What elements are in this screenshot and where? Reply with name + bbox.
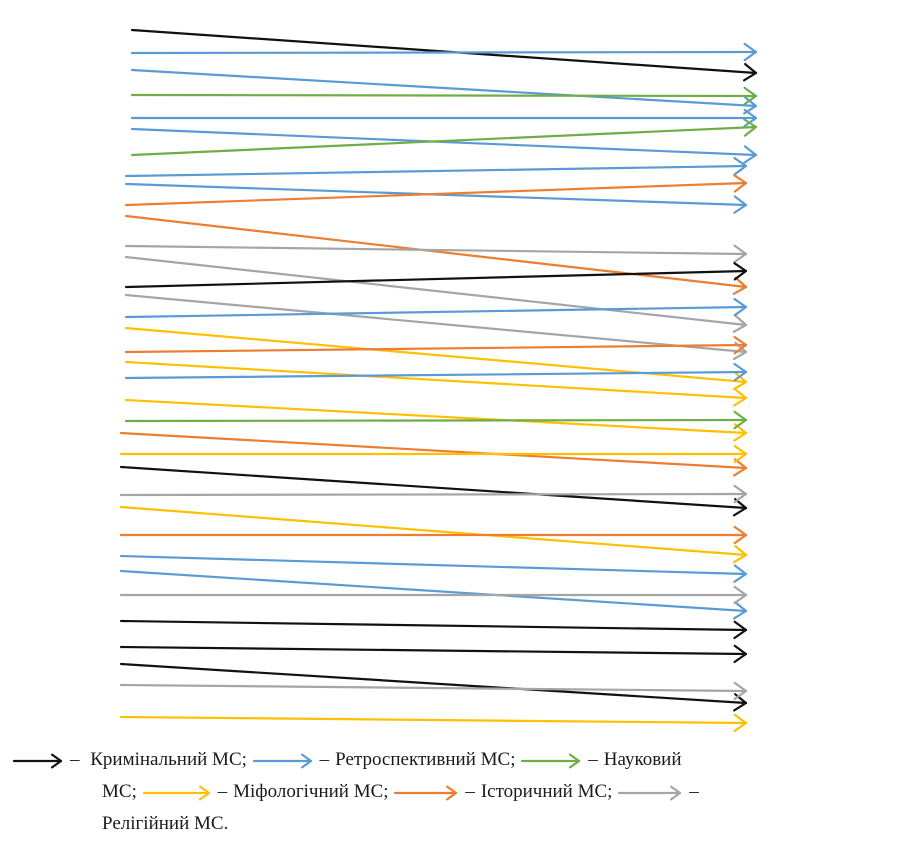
legend-arrow-historical-icon xyxy=(394,785,458,801)
legend-dash: – xyxy=(70,749,80,770)
arrow-historical xyxy=(119,431,748,477)
arrow-scientific xyxy=(130,86,758,106)
legend-row-3: Релігійний МС. xyxy=(12,808,902,840)
legend-label-retrospective: Ретроспективний МС; xyxy=(335,749,516,770)
arrow-mythological xyxy=(119,505,748,564)
legend: – Кримінальний МС; – Ретроспективний МС; … xyxy=(12,744,902,840)
arrow-retrospective xyxy=(124,182,748,214)
legend-dash: – xyxy=(588,749,598,770)
legend-arrow-religious-icon xyxy=(618,785,682,801)
arrow-mythological xyxy=(124,360,748,407)
arrow-religious xyxy=(124,244,748,264)
legend-label-scientific-1: Науковий xyxy=(603,749,682,770)
legend-arrow-retrospective-icon xyxy=(252,753,312,769)
legend-label-criminal: Кримінальний МС; xyxy=(90,749,247,770)
legend-entry-religious: – xyxy=(617,781,705,802)
arrow-retrospective xyxy=(124,156,748,178)
legend-entry-criminal: – Кримінальний МС; xyxy=(12,749,252,770)
arrow-retrospective xyxy=(119,554,748,583)
legend-entry-mythological: – Міфологічний МС; xyxy=(142,781,394,802)
diagram-canvas xyxy=(119,28,758,733)
legend-entry-historical: – Історичний МС; xyxy=(393,781,617,802)
legend-row-1: – Кримінальний МС; – Ретроспективний МС; … xyxy=(12,744,902,776)
arrow-scientific xyxy=(124,410,748,430)
arrow-religious xyxy=(119,585,748,605)
legend-row-2: МС; – Міфологічний МС; – Історичний МС; – xyxy=(12,776,902,808)
legend-entry-retrospective: – Ретроспективний МС; xyxy=(252,749,521,770)
arrow-layer xyxy=(119,28,758,733)
legend-arrow-mythological-icon xyxy=(142,785,210,801)
arrow-retrospective xyxy=(124,297,748,319)
legend-entry-scientific: – Науковий xyxy=(520,749,682,770)
arrow-scientific xyxy=(130,118,758,157)
legend-dash: – xyxy=(319,749,330,770)
arrow-retrospective xyxy=(130,68,758,115)
arrow-historical xyxy=(124,214,748,295)
arrow-criminal xyxy=(130,28,758,82)
legend-label-historical: Історичний МС; xyxy=(480,781,613,802)
arrow-historical xyxy=(119,525,748,545)
arrow-criminal xyxy=(119,619,748,640)
arrow-mythological xyxy=(119,444,748,464)
arrow-retrospective xyxy=(119,569,748,620)
legend-dash: – xyxy=(465,781,475,802)
arrow-mythological xyxy=(124,398,748,442)
legend-label-mythological: Міфологічний МС; xyxy=(233,781,389,802)
arrow-religious xyxy=(124,255,748,333)
legend-label-scientific-2: МС; xyxy=(102,781,137,802)
arrow-retrospective xyxy=(124,362,748,382)
arrow-religious xyxy=(119,484,748,504)
legend-arrow-criminal-icon xyxy=(12,753,63,769)
legend-label-religious: Релігійний МС. xyxy=(102,813,229,834)
arrow-retrospective xyxy=(130,42,758,62)
arrow-historical xyxy=(124,335,748,355)
arrow-mythological xyxy=(119,713,748,733)
legend-dash: – xyxy=(217,781,228,802)
arrow-retrospective xyxy=(130,127,758,164)
arrow-retrospective xyxy=(130,108,758,128)
arrow-criminal xyxy=(119,465,748,517)
arrow-criminal xyxy=(119,644,748,664)
arrow-historical xyxy=(124,174,748,207)
arrow-criminal xyxy=(124,262,748,289)
legend-dash: – xyxy=(689,781,699,802)
arrow-religious xyxy=(119,681,748,701)
legend-arrow-scientific-icon xyxy=(521,753,581,769)
